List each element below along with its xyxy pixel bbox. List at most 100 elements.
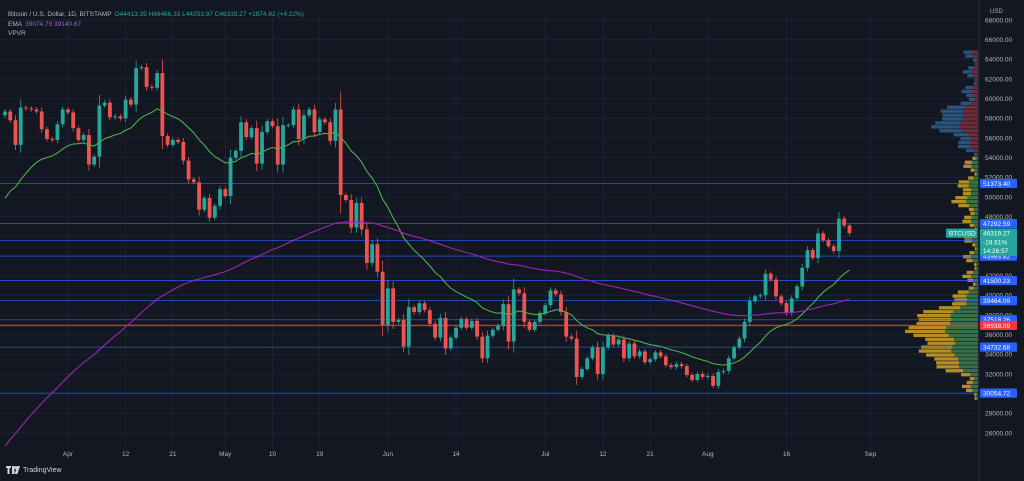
volume-profile-bar xyxy=(963,113,978,117)
candle-body xyxy=(784,303,789,314)
volume-profile-bar xyxy=(969,251,975,255)
ema-lines xyxy=(4,108,850,447)
candle-body xyxy=(181,141,186,161)
legend-vpvr-row[interactable]: VPVR xyxy=(8,29,304,39)
time-axis[interactable]: Apr 12 21 May 10 19 Jun 14 Jul 12 21 Aug 16 Sep xyxy=(63,451,877,458)
candle-body xyxy=(128,99,133,105)
volume-profile-bar xyxy=(973,286,978,290)
candle-body xyxy=(34,109,39,112)
volume-profile-bar xyxy=(976,247,978,251)
volume-profile-bar xyxy=(961,373,971,377)
candle-body xyxy=(108,102,112,118)
volume-profile-bar xyxy=(965,54,973,58)
candle-body xyxy=(344,195,348,200)
volume-profile-bar xyxy=(976,392,978,397)
candle-body xyxy=(601,347,605,374)
candle-body xyxy=(81,135,86,140)
legend-ema-row[interactable]: EMA 39074.79 39140.67 xyxy=(8,20,304,30)
ema-slow-line xyxy=(4,221,850,447)
volume-profile-bar xyxy=(969,203,978,208)
volume-profile-bar xyxy=(975,243,978,247)
candle-body xyxy=(55,124,60,140)
volume-profile-bar xyxy=(904,329,946,334)
volume-profile-bar xyxy=(935,121,961,125)
candle-body xyxy=(417,303,422,313)
volume-profile-bar xyxy=(962,192,972,196)
currency-label: USD xyxy=(990,9,1003,15)
volume-profile-bar xyxy=(948,333,978,338)
volume-profile-bar xyxy=(966,93,974,98)
candle-body xyxy=(774,279,778,297)
volume-profile-bar xyxy=(942,117,964,121)
volume-profile-bar xyxy=(962,384,971,389)
candle-body xyxy=(50,138,55,140)
volume-profile-bar xyxy=(972,270,978,275)
price-tick-label: 58000.00 xyxy=(985,116,1012,123)
candle-body xyxy=(847,225,852,234)
candle-body xyxy=(595,347,600,374)
candle-body xyxy=(768,273,773,280)
volume-profile-bar xyxy=(966,258,973,263)
candle-body xyxy=(186,160,191,180)
candle-body xyxy=(323,119,327,123)
candle-body xyxy=(123,99,128,119)
volume-profile-bar xyxy=(960,306,978,310)
volume-profile-bar xyxy=(963,369,978,373)
candle-body xyxy=(448,337,453,349)
candle-body xyxy=(244,122,249,138)
volume-profile-bar xyxy=(950,314,978,318)
candle-body xyxy=(375,244,380,272)
candle-body xyxy=(627,343,632,359)
price-tag xyxy=(980,296,1017,306)
chart-legend: Bitcoin / U.S. Dollar, 1D, BITSTAMP O444… xyxy=(8,10,304,39)
candle-body xyxy=(842,218,847,226)
candle-body xyxy=(312,109,317,133)
volume-profile-bar xyxy=(972,380,978,385)
candle-body xyxy=(548,290,553,306)
candle-body xyxy=(622,339,626,359)
volume-profile-bar xyxy=(955,196,968,200)
candle-body xyxy=(406,307,411,347)
volume-profile-bar xyxy=(962,70,972,74)
volume-profile-bar xyxy=(968,66,975,70)
candle-body xyxy=(464,318,469,328)
candle-body xyxy=(543,305,548,314)
price-tag-label: 51373.40 xyxy=(983,181,1010,188)
price-tick-label: 62000.00 xyxy=(985,76,1012,83)
candle-body xyxy=(296,109,301,139)
price-tag xyxy=(980,342,1017,352)
volume-profile-bar xyxy=(968,133,978,137)
candle-body xyxy=(307,109,312,116)
candle-body xyxy=(239,122,243,151)
volume-profile-bar xyxy=(958,357,978,361)
volume-profile-bar xyxy=(959,125,978,129)
volume-profile-bar xyxy=(962,129,978,133)
volume-profile-bar xyxy=(936,365,960,369)
candle-body xyxy=(349,199,354,228)
volume-profile-bar xyxy=(958,180,970,184)
volume-profile-bar xyxy=(972,85,978,90)
volume-profile-bar xyxy=(970,140,978,145)
candle-body xyxy=(590,347,595,359)
volume-profile-bar xyxy=(951,199,966,204)
candle-body xyxy=(501,304,506,326)
candle-body xyxy=(669,365,674,368)
volume-profile-bar xyxy=(964,239,972,243)
volume-profile-bar xyxy=(960,137,972,141)
candle-body xyxy=(632,343,637,357)
volume-profile-bar xyxy=(971,70,978,74)
candle-body xyxy=(302,115,306,139)
candle-body xyxy=(690,374,694,380)
volume-profile-bar xyxy=(968,286,974,290)
volume-profile-bar xyxy=(971,215,978,220)
candle-body xyxy=(118,116,123,119)
volume-profile-bar xyxy=(964,215,972,220)
volume-profile-bar xyxy=(968,290,978,294)
volume-profile-bar xyxy=(954,353,978,357)
tradingview-logo[interactable]: TradingView xyxy=(6,466,62,474)
candle-body xyxy=(716,372,721,386)
volume-profile-bar xyxy=(973,207,978,212)
candle-body xyxy=(559,294,563,313)
candle-body xyxy=(281,125,285,165)
